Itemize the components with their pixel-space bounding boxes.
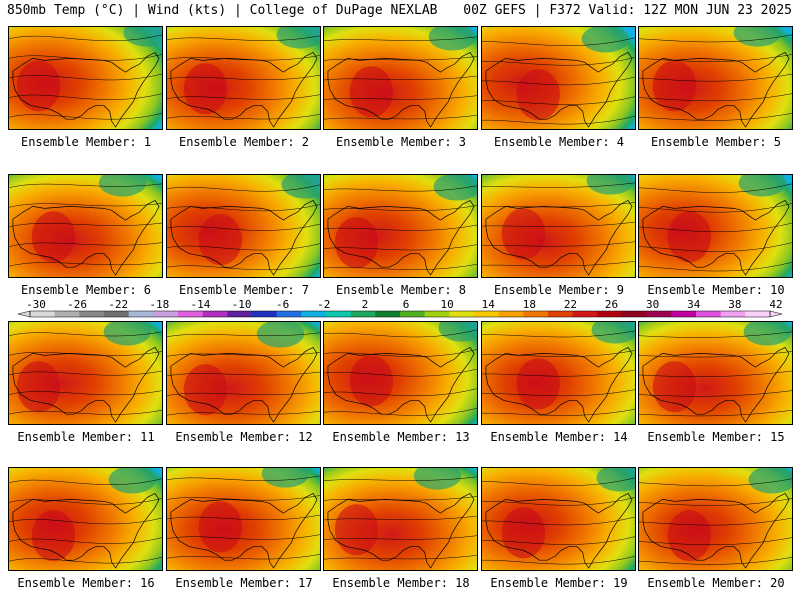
colorbar-tick-label: -6 (276, 298, 289, 311)
ensemble-member-map (323, 467, 478, 571)
colorbar-tick-label: -18 (149, 298, 169, 311)
colorbar-swatch (252, 311, 278, 317)
colorbar-tick-label: 2 (362, 298, 369, 311)
ensemble-member-label: Ensemble Member: 9 (493, 283, 625, 297)
colorbar-high-arrow (769, 310, 783, 318)
ensemble-member-map (323, 26, 478, 130)
ensemble-member-label: Ensemble Member: 8 (335, 283, 467, 297)
chart-title: 850mb Temp (°C) | Wind (kts) | College o… (7, 3, 438, 18)
ensemble-member-map (8, 174, 163, 278)
colorbar-tick-label: 22 (564, 298, 577, 311)
colorbar-tick-label: -14 (191, 298, 211, 311)
ensemble-member-label: Ensemble Member: 14 (490, 430, 628, 444)
colorbar-swatch (79, 311, 105, 317)
colorbar-tick-label: 42 (769, 298, 782, 311)
ensemble-member-map (323, 174, 478, 278)
ensemble-member-label: Ensemble Member: 2 (178, 135, 310, 149)
ensemble-member-map (323, 321, 478, 425)
ensemble-member-label: Ensemble Member: 6 (20, 283, 152, 297)
colorbar-swatch (375, 311, 401, 317)
colorbar-swatch (30, 311, 56, 317)
colorbar-swatch (745, 311, 771, 317)
ensemble-member-label: Ensemble Member: 17 (175, 576, 313, 590)
colorbar-swatch (720, 311, 746, 317)
colorbar-swatch (572, 311, 598, 317)
colorbar-tick-label: 14 (482, 298, 496, 311)
colorbar-swatch (104, 311, 130, 317)
colorbar-swatch (350, 311, 376, 317)
colorbar-swatch (474, 311, 500, 317)
ensemble-member-map (481, 321, 636, 425)
colorbar-swatch (276, 311, 302, 317)
colorbar-swatch (326, 311, 352, 317)
ensemble-member-map (638, 26, 793, 130)
colorbar-tick-label: 30 (646, 298, 659, 311)
colorbar-low-arrow (17, 310, 31, 318)
colorbar-tick-label: 26 (605, 298, 618, 311)
colorbar-swatch (671, 311, 697, 317)
colorbar-tick-label: 18 (523, 298, 536, 311)
colorbar-swatch (54, 311, 80, 317)
ensemble-member-map (166, 467, 321, 571)
ensemble-member-map (8, 321, 163, 425)
colorbar-swatch (523, 311, 549, 317)
ensemble-member-map (638, 321, 793, 425)
ensemble-member-map (638, 467, 793, 571)
colorbar-swatch (301, 311, 327, 317)
ensemble-member-map (481, 467, 636, 571)
colorbar-tick-label: -26 (67, 298, 87, 311)
ensemble-member-label: Ensemble Member: 10 (647, 283, 785, 297)
colorbar-swatch (424, 311, 450, 317)
colorbar-swatch (449, 311, 475, 317)
colorbar-swatch (622, 311, 648, 317)
ensemble-member-map (481, 174, 636, 278)
run-valid-time: 00Z GEFS | F372 Valid: 12Z MON JUN 23 20… (463, 3, 792, 18)
ensemble-member-map (166, 321, 321, 425)
colorbar-swatch (498, 311, 524, 317)
colorbar-swatch (153, 311, 179, 317)
colorbar-tick-label: -30 (26, 298, 46, 311)
colorbar-swatch (400, 311, 426, 317)
ensemble-member-label: Ensemble Member: 12 (175, 430, 313, 444)
colorbar-swatch (646, 311, 672, 317)
ensemble-member-label: Ensemble Member: 13 (332, 430, 470, 444)
colorbar-swatch (202, 311, 228, 317)
colorbar-swatch (696, 311, 722, 317)
ensemble-member-label: Ensemble Member: 3 (335, 135, 467, 149)
ensemble-member-label: Ensemble Member: 16 (17, 576, 155, 590)
colorbar-swatch (178, 311, 204, 317)
ensemble-member-label: Ensemble Member: 20 (647, 576, 785, 590)
colorbar-tick-label: 6 (403, 298, 410, 311)
ensemble-member-label: Ensemble Member: 11 (17, 430, 155, 444)
ensemble-member-label: Ensemble Member: 1 (20, 135, 152, 149)
temperature-colorbar: -30 -26 -22 -18 -14 -10 -6 -2 2 6 10 14 18 22 26 30 34 38… (17, 298, 783, 318)
colorbar-swatch (548, 311, 574, 317)
colorbar-swatch (597, 311, 623, 317)
ensemble-member-label: Ensemble Member: 5 (650, 135, 782, 149)
ensemble-member-label: Ensemble Member: 4 (493, 135, 625, 149)
ensemble-member-map (638, 174, 793, 278)
ensemble-member-label: Ensemble Member: 18 (332, 576, 470, 590)
colorbar-tick-label: -22 (108, 298, 128, 311)
colorbar-tick-label: -10 (232, 298, 252, 311)
colorbar-swatch (227, 311, 253, 317)
ensemble-member-map (481, 26, 636, 130)
colorbar-tick-label: 38 (728, 298, 741, 311)
ensemble-member-label: Ensemble Member: 19 (490, 576, 628, 590)
ensemble-member-map (166, 26, 321, 130)
colorbar-tick-label: 34 (687, 298, 701, 311)
ensemble-member-label: Ensemble Member: 7 (178, 283, 310, 297)
ensemble-member-map (166, 174, 321, 278)
ensemble-member-map (8, 467, 163, 571)
ensemble-member-map (8, 26, 163, 130)
ensemble-member-label: Ensemble Member: 15 (647, 430, 785, 444)
colorbar-tick-label: -2 (317, 298, 330, 311)
colorbar-tick-label: 10 (440, 298, 453, 311)
colorbar-swatch (128, 311, 154, 317)
